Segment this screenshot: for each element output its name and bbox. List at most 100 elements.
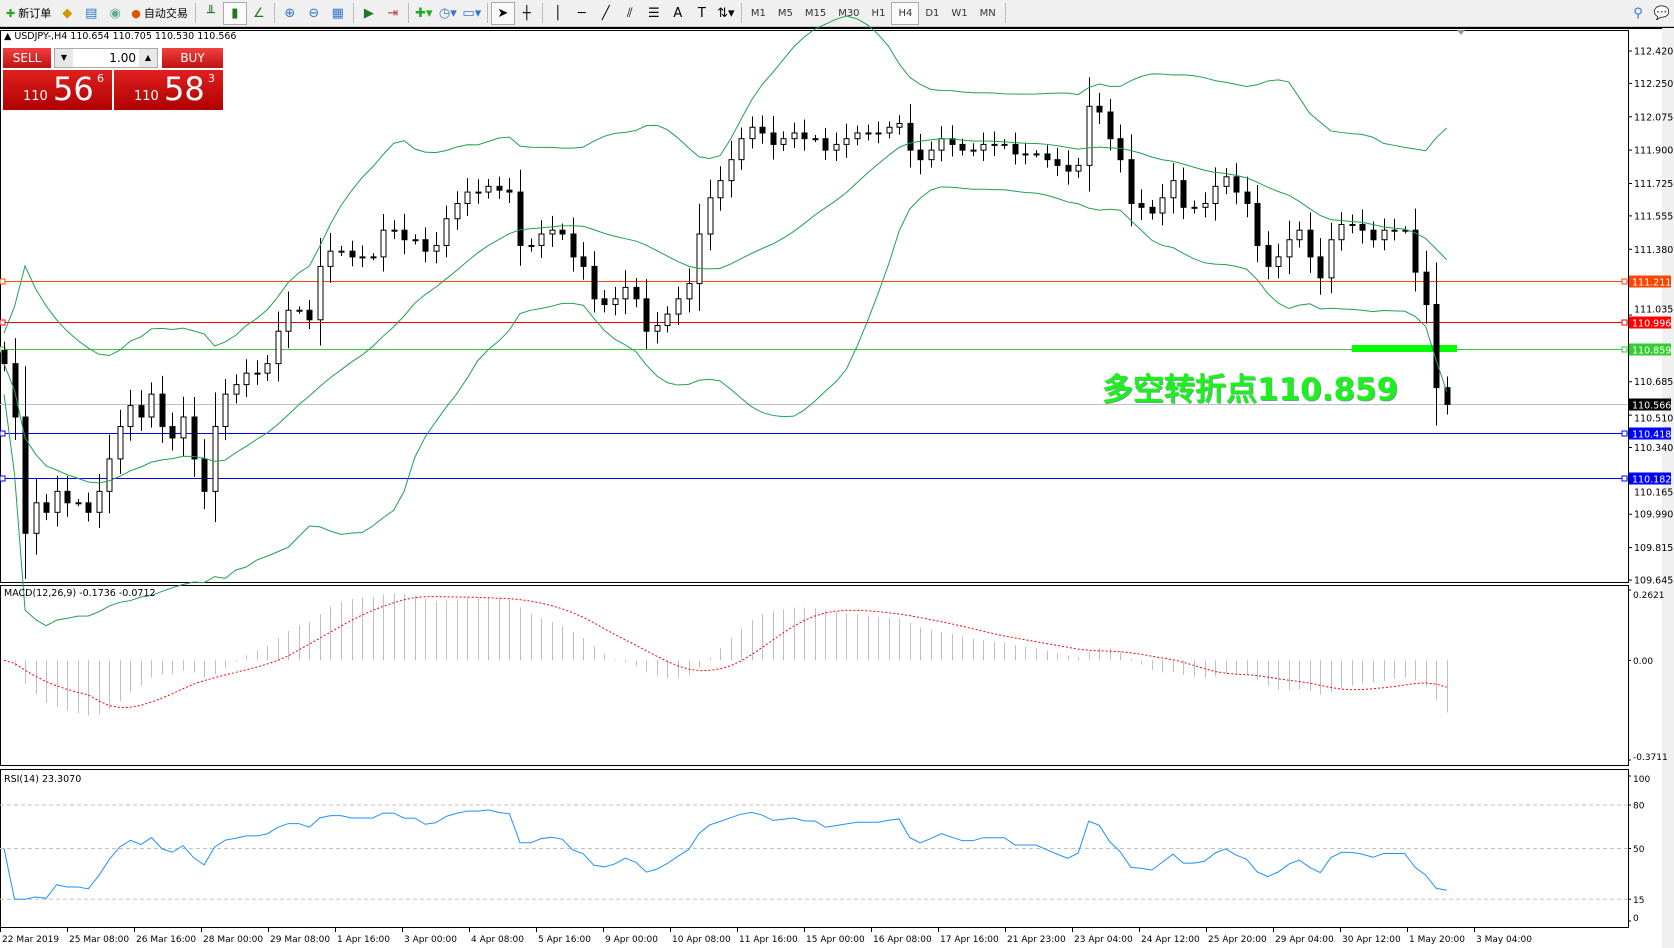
main-pane-frame [0, 30, 1629, 583]
bull-candle-body [338, 250, 345, 253]
timeframe-m30[interactable]: M30 [838, 7, 860, 19]
signals-button[interactable]: ◉ [103, 2, 127, 25]
rsi-line [3, 809, 1447, 900]
timeframe-d1[interactable]: D1 [925, 7, 940, 19]
candle [559, 223, 566, 241]
timeframe-w1[interactable]: W1 [951, 7, 968, 19]
candle [1244, 176, 1251, 218]
bear-candle-body [559, 229, 566, 235]
bull-candle-body [75, 502, 82, 505]
bear-candle-body [633, 286, 640, 300]
lot-input[interactable]: 1.00 [109, 51, 136, 65]
timeframe-mn[interactable]: MN [979, 7, 996, 19]
candle [1086, 77, 1093, 192]
candle [285, 291, 292, 349]
indicators-button[interactable]: ✚▾ [412, 2, 436, 25]
autoscroll-icon: ▶ [363, 5, 374, 21]
equidistant-channel-button[interactable]: ⫽ [618, 2, 642, 25]
horizontal-line-button[interactable]: ─ [570, 2, 594, 25]
bull-candle-body [612, 298, 619, 306]
candle [1202, 192, 1209, 218]
auto-trading-button[interactable]: ● 自动交易 [131, 6, 188, 21]
bull-candle-body [1001, 143, 1008, 146]
crosshair-button[interactable]: ┼ [515, 2, 539, 25]
bull-candle-body [970, 149, 977, 152]
bull-candle-body [1402, 229, 1409, 232]
price-tick-label: 109.990 [1634, 510, 1673, 521]
lot-increase-button[interactable]: ▲ [139, 49, 157, 67]
navigator-button[interactable]: ▤ [79, 2, 103, 25]
rsi-tick-label: 50 [1633, 845, 1645, 855]
periods-icon: ◷▾ [438, 5, 457, 21]
bull-candle-body [180, 416, 187, 439]
bull-candle-body [412, 239, 419, 242]
bull-candle-body [843, 138, 850, 145]
horizontal-line-icon: ─ [577, 5, 586, 21]
text-button[interactable]: A [666, 2, 690, 25]
collapse-triangle-icon[interactable]: ▲ [4, 31, 15, 42]
candle [338, 245, 345, 256]
candle [812, 134, 819, 143]
bull-candle-body [1159, 197, 1166, 214]
candle [391, 220, 398, 240]
autoscroll-button[interactable]: ▶ [357, 2, 381, 25]
buy-price[interactable]: 110 58 3 [114, 70, 223, 110]
candlestick-button[interactable]: ▮ [222, 1, 247, 25]
arrows-button[interactable]: ⇅▾ [714, 2, 738, 25]
trendline-button[interactable]: ╱ [594, 2, 618, 25]
bull-candle-body [296, 309, 303, 312]
bear-candle-body [1138, 203, 1145, 208]
lot-decrease-button[interactable]: ▼ [55, 49, 73, 67]
text-label-button[interactable]: T [690, 2, 714, 25]
bull-candle-body [991, 143, 998, 146]
timeframe-m1[interactable]: M1 [750, 7, 766, 19]
market-watch-button[interactable]: ◆ [55, 2, 79, 25]
zoom-out-button[interactable]: ⊖ [302, 2, 326, 25]
templates-icon: ▭▾ [462, 5, 482, 21]
candle [1370, 221, 1377, 248]
sell-button[interactable]: SELL [3, 48, 51, 68]
buy-button[interactable]: BUY [162, 48, 223, 68]
candle [875, 121, 882, 144]
periods-button[interactable]: ◷▾ [436, 2, 460, 25]
price-tick-label: 111.725 [1634, 179, 1673, 190]
candle [401, 213, 408, 255]
bear-candle-body [1180, 180, 1187, 208]
bar-chart-button[interactable]: ╨ [199, 2, 223, 25]
bear-candle-body [422, 239, 429, 252]
fibonacci-button[interactable]: ☰ [642, 2, 666, 25]
bear-candle-body [1012, 143, 1019, 155]
bull-candle-body [717, 180, 724, 199]
zoom-in-button[interactable]: ⊕ [278, 2, 302, 25]
candle [843, 123, 850, 158]
chart-shift-button[interactable]: ⇥ [381, 2, 405, 25]
bear-candle-body [1233, 176, 1240, 193]
timeframe-m5[interactable]: M5 [777, 7, 793, 19]
candle [454, 191, 461, 230]
divider [740, 3, 742, 23]
bull-candle-body [1212, 185, 1219, 205]
vertical-line-button[interactable]: │ [546, 2, 570, 25]
candle [159, 375, 166, 443]
candle [1065, 150, 1072, 185]
chat-button[interactable]: 💬 [1650, 2, 1674, 25]
timeframe-h4[interactable]: H4 [891, 1, 920, 25]
templates-button[interactable]: ▭▾ [460, 2, 484, 25]
line-chart-button[interactable]: ∠ [247, 2, 271, 25]
search-button[interactable]: ⚲ [1626, 2, 1650, 25]
candle [738, 127, 745, 170]
new-order-button[interactable]: ✚ 新订单 [6, 6, 52, 21]
bear-candle-body [191, 416, 198, 460]
tile-windows-button[interactable]: ▦ [326, 2, 350, 25]
timeframe-h1[interactable]: H1 [871, 7, 886, 19]
sell-price[interactable]: 110 56 6 [3, 70, 112, 110]
bull-candle-body [1275, 256, 1282, 267]
lot-stepper[interactable]: ▼ 1.00 ▲ [54, 48, 158, 68]
level-price-label: 111.211 [1632, 278, 1671, 289]
timeframe-m15[interactable]: M15 [804, 7, 827, 19]
time-tick-label: 26 Mar 16:00 [136, 935, 196, 945]
pivot-annotation[interactable]: 多空转折点110.859 [1102, 372, 1399, 408]
cursor-button[interactable]: ➤ [490, 1, 515, 25]
bear-candle-body [822, 138, 829, 151]
